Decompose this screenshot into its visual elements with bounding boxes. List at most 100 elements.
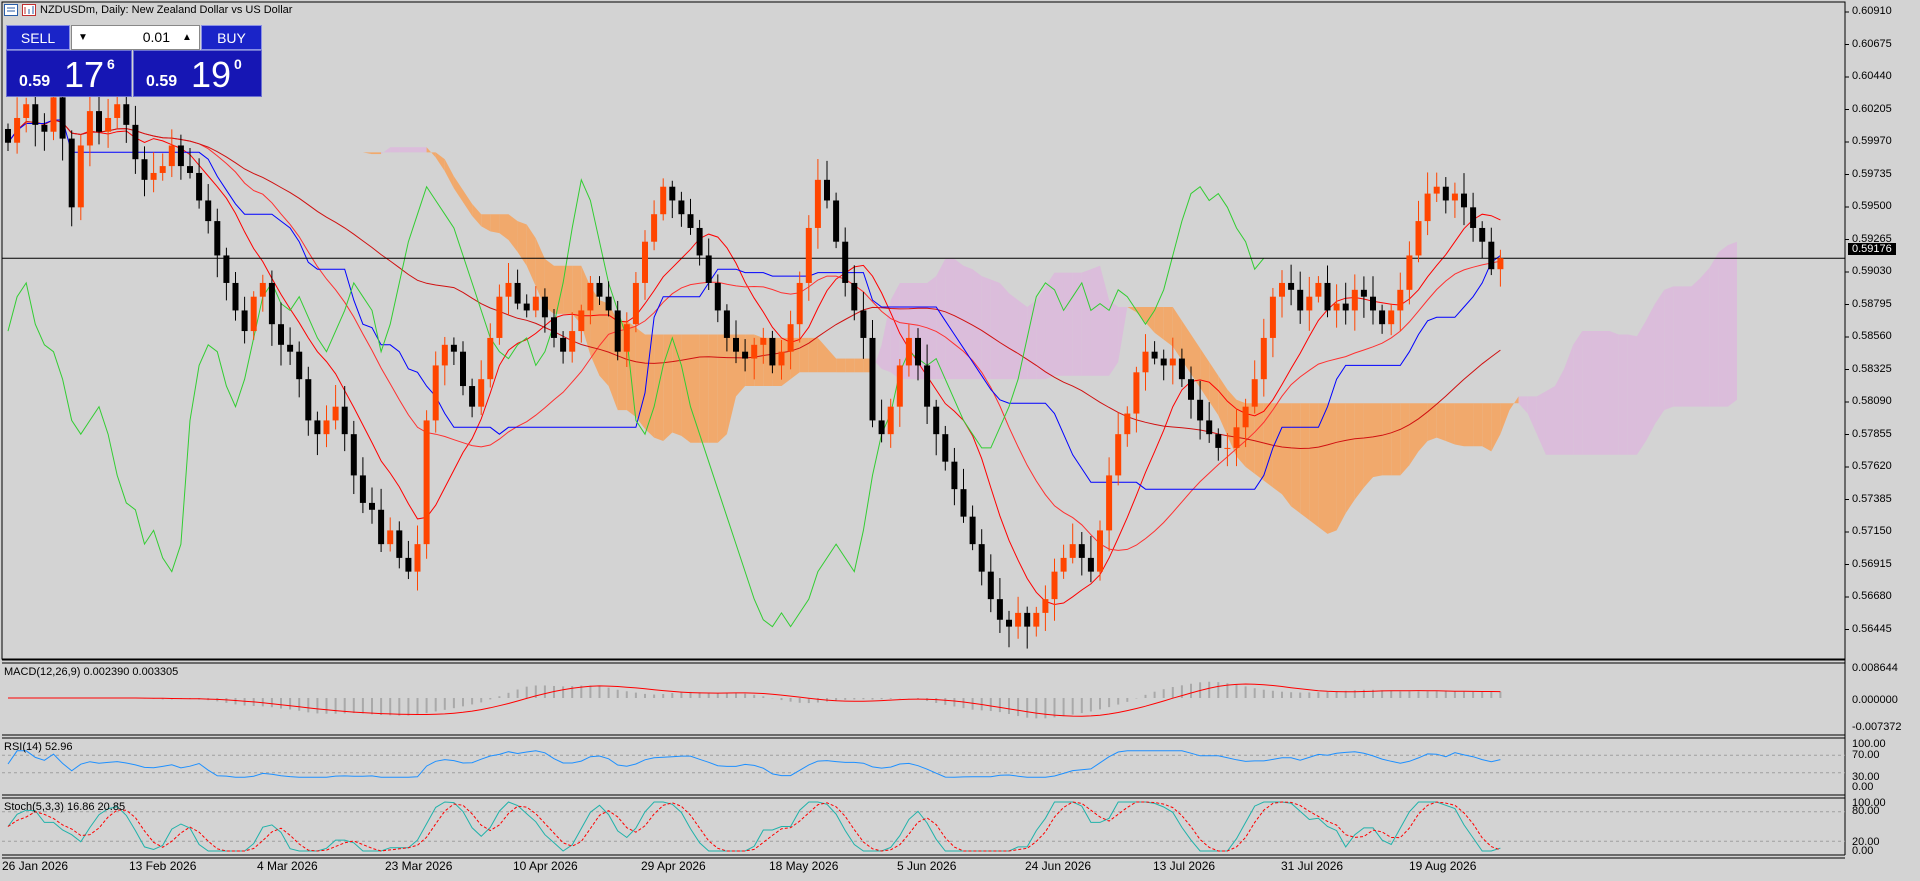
candle-body	[1297, 289, 1304, 311]
cloud-segment-bear	[854, 358, 864, 373]
lot-increase-icon[interactable]: ▲	[182, 32, 192, 43]
cloud-segment-bear	[1354, 403, 1364, 500]
cloud-segment-bear	[472, 203, 482, 227]
candle-body	[232, 282, 239, 311]
candle-body	[805, 227, 812, 283]
candle-body	[1479, 227, 1486, 242]
candle-body	[496, 296, 503, 338]
macd-axis-label: 0.000000	[1852, 694, 1898, 706]
cloud-segment-bull	[881, 300, 891, 373]
kijun-line	[7, 119, 1501, 490]
cloud-segment-bull	[1646, 303, 1656, 442]
buy-price-sup: 0	[234, 56, 242, 72]
cloud-segment-bear	[599, 300, 609, 387]
buy-price-prefix: 0.59	[146, 73, 178, 90]
candle-body	[314, 420, 321, 435]
buy-price-button[interactable]: 0.59 19 0	[133, 50, 262, 97]
lot-size-input[interactable]	[94, 27, 170, 47]
price-label: 0.58795	[1852, 298, 1892, 310]
lot-size-stepper[interactable]: ▼ ▲	[71, 25, 200, 50]
cloud-segment-bull	[1018, 300, 1028, 380]
cloud-segment-bull	[390, 147, 400, 153]
candle-body	[423, 420, 430, 545]
candle-body	[933, 406, 940, 435]
chart-menu-icon[interactable]	[4, 4, 18, 20]
candle-body	[1215, 434, 1222, 448]
cloud-segment-bull	[1664, 286, 1674, 411]
candle-body	[532, 296, 539, 311]
cloud-segment-bull	[1009, 293, 1019, 380]
price-label: 0.58325	[1852, 363, 1892, 375]
price-label: 0.59970	[1852, 135, 1892, 147]
cloud-segment-bull	[1618, 334, 1628, 455]
one-click-trading-panel: SELL ▼ ▲ BUY 0.59 17 6 0.59 19 0	[6, 25, 262, 98]
candle-body	[987, 571, 994, 600]
cloud-segment-bull	[1518, 396, 1528, 414]
cloud-segment-bull	[981, 276, 991, 380]
price-label: 0.56915	[1852, 558, 1892, 570]
candle-body	[378, 509, 385, 545]
cloud-segment-bear	[1509, 396, 1519, 411]
candle-body	[469, 386, 476, 407]
cloud-segment-bull	[1555, 368, 1565, 455]
cloud-segment-bull	[1600, 331, 1610, 455]
candle-body	[824, 179, 830, 201]
candle-body	[1160, 358, 1167, 366]
lot-decrease-icon[interactable]: ▼	[78, 32, 88, 43]
cloud-segment-bull	[1655, 289, 1665, 424]
candle-body	[387, 530, 394, 545]
cloud-segment-bear	[1363, 403, 1373, 488]
cloud-segment-bear	[435, 152, 445, 172]
candle-body	[241, 310, 248, 332]
candle-body	[396, 530, 403, 558]
candle-body	[105, 117, 112, 132]
candle-body	[86, 111, 93, 146]
cloud-segment-bear	[1418, 403, 1428, 452]
candle-body	[1342, 303, 1349, 311]
candle-body	[505, 282, 512, 297]
cloud-segment-bull	[1636, 320, 1646, 455]
chikou-line	[7, 178, 1265, 628]
candle-body	[578, 310, 585, 332]
cloud-segment-bear	[563, 265, 573, 314]
buy-price-big: 19	[191, 54, 232, 95]
sell-price-button[interactable]: 0.59 17 6	[6, 50, 132, 97]
candle-body	[687, 214, 694, 228]
candle-body	[915, 337, 921, 366]
stoch-signal-line	[7, 801, 1501, 852]
candle-body	[551, 317, 557, 338]
cloud-segment-bear	[635, 327, 645, 430]
candle-body	[905, 337, 912, 366]
cloud-segment-bear	[1473, 403, 1483, 447]
candle-body	[150, 172, 157, 180]
candle-body	[1433, 186, 1440, 194]
buy-button[interactable]: BUY	[201, 25, 262, 50]
cloud-segment-bear	[1409, 403, 1419, 466]
cloud-segment-bull	[1591, 331, 1601, 455]
candle-body	[560, 337, 567, 352]
cloud-segment-bear	[690, 334, 700, 443]
candle-body	[714, 282, 721, 311]
cloud-segment-bear	[663, 334, 673, 442]
cloud-segment-bull	[1109, 300, 1119, 376]
cloud-segment-bear	[1163, 307, 1173, 347]
candle-body	[596, 282, 603, 297]
candle-body	[1370, 296, 1376, 311]
candle-body	[978, 544, 985, 572]
cloud-segment-bear	[745, 334, 755, 387]
candle-body	[5, 128, 11, 143]
cloud-segment-bear	[808, 337, 818, 373]
cloud-segment-bear	[1172, 307, 1182, 361]
sell-button[interactable]: SELL	[6, 25, 70, 50]
candle-body	[32, 104, 39, 125]
cloud-segment-bull	[999, 282, 1009, 380]
date-label: 13 Jul 2026	[1153, 859, 1216, 873]
cloud-segment-bear	[817, 337, 827, 373]
cloud-segment-bear	[1191, 334, 1201, 388]
candle-body	[851, 282, 858, 311]
cloud-segment-bear	[672, 334, 682, 436]
candle-body	[296, 351, 303, 380]
candle-body	[623, 324, 630, 352]
rsi-axis-label: 0.00	[1852, 781, 1874, 793]
